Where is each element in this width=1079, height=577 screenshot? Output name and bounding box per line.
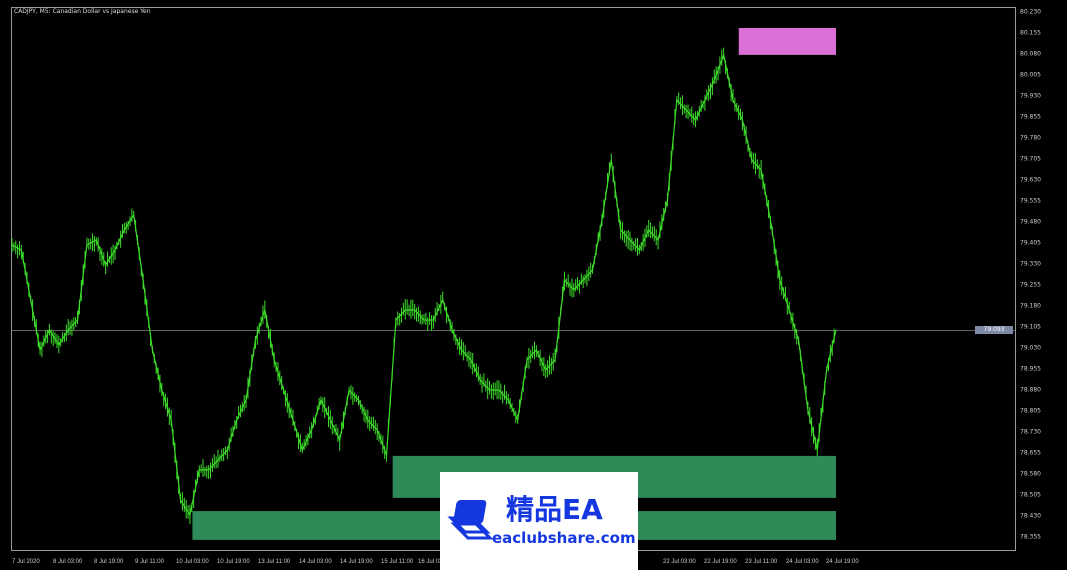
time-tick-label: 24 Jul 19:00 (826, 559, 859, 565)
price-tick-label: 79.630 (1020, 176, 1041, 184)
time-tick-label: 7 Jul 2020 (12, 559, 40, 565)
price-tick-label: 78.430 (1020, 512, 1041, 520)
time-tick-label: 8 Jul 19:00 (94, 559, 124, 565)
price-tick-label: 79.255 (1020, 281, 1041, 289)
supply-zone (738, 28, 836, 55)
time-tick-label: 9 Jul 11:00 (135, 559, 164, 565)
price-tick-label: 78.730 (1020, 428, 1041, 436)
price-tick-label: 79.330 (1020, 260, 1041, 268)
price-tick-label: 80.230 (1020, 8, 1041, 16)
price-tick-label: 78.805 (1020, 407, 1041, 415)
time-tick-label: 15 Jul 11:00 (381, 559, 414, 565)
watermark-logo: 精品EA eaclubshare.com (440, 472, 638, 577)
price-tick-label: 79.705 (1020, 155, 1041, 163)
time-tick-label: 22 Jul 19:00 (704, 559, 737, 565)
price-tick-label: 78.355 (1020, 533, 1041, 541)
time-tick-label: 16 Jul 03:00 (418, 559, 451, 565)
price-tick-label: 80.005 (1020, 71, 1041, 79)
price-tick-label: 79.180 (1020, 302, 1041, 310)
price-series-line (11, 52, 837, 517)
time-tick-label: 10 Jul 19:00 (217, 559, 250, 565)
watermark-url: eaclubshare.com (492, 529, 636, 547)
stacked-books-icon (447, 500, 494, 540)
price-tick-label: 78.880 (1020, 386, 1041, 394)
price-tick-label: 79.930 (1020, 92, 1041, 100)
price-tick-label: 80.155 (1020, 29, 1041, 37)
price-tick-label: 79.480 (1020, 218, 1041, 226)
time-tick-label: 13 Jul 11:00 (258, 559, 291, 565)
price-tick-label: 78.505 (1020, 491, 1041, 499)
time-tick-label: 14 Jul 19:00 (340, 559, 373, 565)
time-tick-label: 24 Jul 03:00 (786, 559, 819, 565)
watermark-title: 精品EA (506, 493, 603, 526)
current-price-label: 79.093 (975, 326, 1013, 335)
price-tick-label: 79.030 (1020, 344, 1041, 352)
price-tick-label: 79.780 (1020, 134, 1041, 142)
price-tick-label: 79.405 (1020, 239, 1041, 247)
price-tick-label: 79.555 (1020, 197, 1041, 205)
time-tick-label: 22 Jul 03:00 (663, 559, 696, 565)
price-tick-label: 80.080 (1020, 50, 1041, 58)
time-tick-label: 14 Jul 03:00 (299, 559, 332, 565)
price-tick-label: 78.655 (1020, 449, 1041, 457)
time-tick-label: 10 Jul 03:00 (176, 559, 209, 565)
price-tick-label: 78.580 (1020, 470, 1041, 478)
time-tick-label: 8 Jul 03:00 (53, 559, 83, 565)
price-chart[interactable] (0, 0, 1067, 570)
price-tick-label: 79.105 (1020, 323, 1041, 331)
price-tick-label: 79.855 (1020, 113, 1041, 121)
time-tick-label: 23 Jul 11:00 (745, 559, 778, 565)
price-tick-label: 78.955 (1020, 365, 1041, 373)
chart-title: CADJPY, M5: Canadian Dollar vs Japanese … (14, 8, 151, 15)
